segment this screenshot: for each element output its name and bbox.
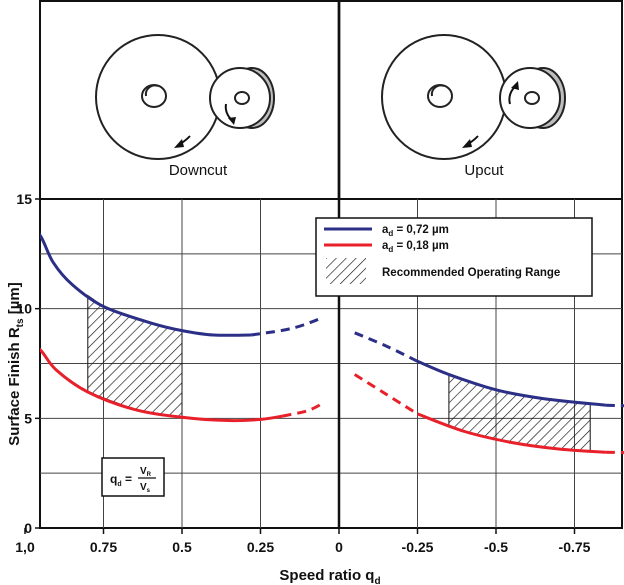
x-tick-label: -0.5 (484, 539, 508, 555)
x-tick-label: 0.25 (247, 539, 274, 555)
y-tick-label: 10 (16, 301, 32, 317)
series-line-red (416, 412, 606, 454)
y-tick-label: 15 (16, 191, 32, 207)
downcut-wheels-icon (95, 34, 275, 160)
downcut-label: Downcut (169, 162, 228, 179)
y-axis-title: Surface Finish Rts [µm] (6, 282, 26, 445)
legend-hatch-swatch (326, 258, 366, 284)
x-tick-label: 0 (335, 539, 343, 555)
series-line-blue (40, 232, 252, 337)
x-tick-label: 1,0 (15, 539, 35, 555)
legend-entry-range: Recommended Operating Range (382, 267, 560, 279)
x-axis-title: Speed ratio qd (279, 567, 380, 585)
series-line-red (353, 373, 419, 416)
upcut-label: Upcut (464, 162, 504, 179)
y-tick-label: 5 (24, 410, 32, 426)
upcut-wheels-icon (381, 34, 566, 160)
series-line-blue (416, 359, 607, 407)
series-line-blue (354, 331, 419, 363)
svg-text:qd =: qd = (110, 472, 132, 488)
legend: ad = 0,72 µm ad = 0,18 µm Recommended Op… (315, 217, 593, 297)
y-tick-label: 0 (24, 520, 32, 536)
svg-text:Vs: Vs (140, 482, 151, 494)
x-tick-label: -0.25 (402, 539, 434, 555)
series-line-red (40, 347, 283, 423)
tick-labels: 1,00.750.50.250-0.25-0.5-0.75-1,0051015 (15, 191, 591, 555)
series-line-red (282, 401, 325, 418)
x-tick-label: 0.5 (172, 539, 192, 555)
x-tick-label: -0.75 (559, 539, 591, 555)
svg-text:VR: VR (140, 466, 152, 478)
legend-entry-blue: ad = 0,72 µm (382, 224, 449, 238)
series-line-blue (250, 315, 324, 337)
series-line-blue (0, 214, 16, 245)
illustration-panel: Downcut Upcut (39, 0, 623, 200)
legend-entry-red: ad = 0,18 µm (382, 240, 449, 254)
series-curves (0, 214, 624, 455)
speed-ratio-formula: qd = VR Vs (101, 457, 165, 497)
x-tick-label: 0.75 (90, 539, 117, 555)
